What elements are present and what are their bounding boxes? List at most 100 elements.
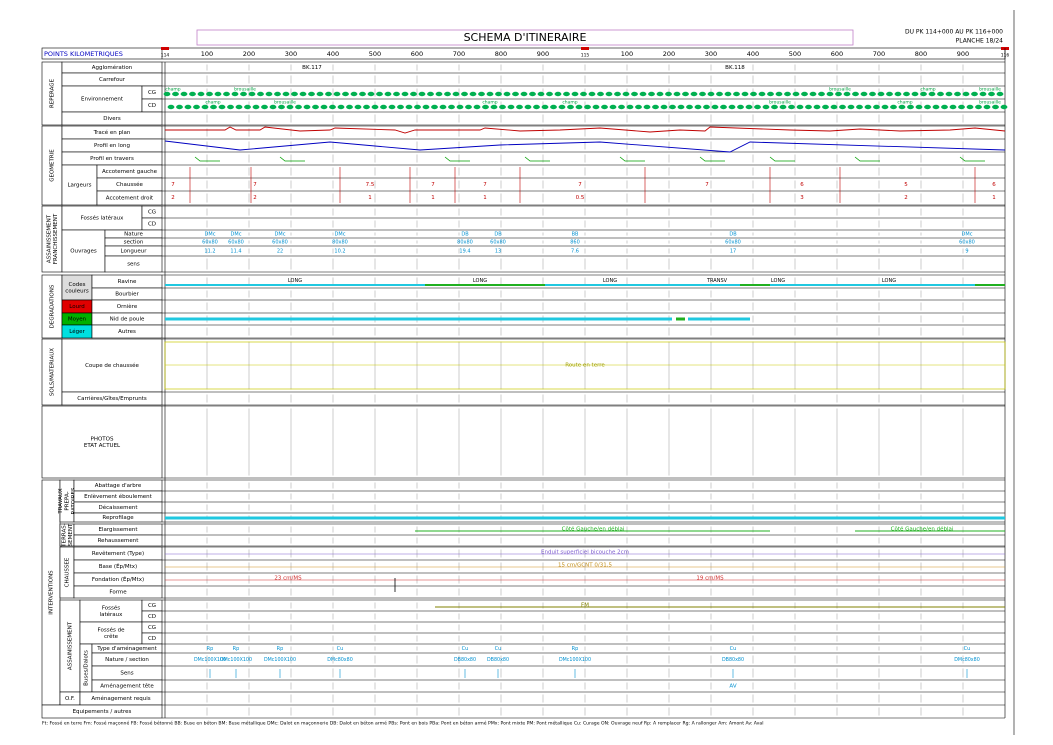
shoulder-right: 1 bbox=[431, 195, 435, 201]
vegetation-cd bbox=[550, 104, 557, 110]
vegetation-cd bbox=[371, 104, 379, 110]
vegetation-cg bbox=[699, 91, 706, 97]
vegetation-cg bbox=[206, 91, 213, 97]
row-label: Equipements / autres bbox=[73, 709, 132, 715]
row-label: Fossés latéraux bbox=[81, 215, 125, 222]
culvert-type: DB80x80 bbox=[487, 657, 509, 663]
vegetation-cd bbox=[958, 104, 965, 110]
carriageway-width: 6 bbox=[800, 182, 804, 188]
group-title: CHAUSSEE bbox=[65, 557, 71, 587]
vegetation-cg bbox=[758, 91, 766, 97]
km-header bbox=[41, 47, 1006, 60]
environment-cd: champ bbox=[205, 100, 220, 106]
vegetation-cd bbox=[261, 104, 268, 110]
vegetation-cg bbox=[231, 91, 239, 97]
vegetation-cg bbox=[605, 91, 613, 97]
vegetation-cg bbox=[308, 91, 315, 97]
abbreviation-legend: Ft: Fossé en terre Fm: Fossé maçonné FB:… bbox=[42, 720, 764, 727]
structure-length: 11.4 bbox=[230, 249, 241, 255]
group-title: SEMENT bbox=[68, 523, 74, 546]
structure-section: 60x80 bbox=[202, 240, 218, 246]
vegetation-cg bbox=[928, 91, 936, 97]
km-tick: 200 bbox=[663, 50, 675, 58]
vegetation-cg bbox=[537, 91, 545, 97]
row-label: CD bbox=[148, 614, 156, 620]
widening: Côté Gauche/en déblai bbox=[562, 526, 625, 533]
row-label: couleurs bbox=[65, 288, 89, 294]
km-tick: 800 bbox=[495, 50, 507, 58]
km-tick: 800 bbox=[915, 50, 927, 58]
vegetation-cg bbox=[444, 91, 451, 97]
shoulder-right: 0.5 bbox=[576, 195, 585, 201]
km-tick: 300 bbox=[705, 50, 717, 58]
vegetation-cd bbox=[320, 104, 328, 110]
vegetation-cd bbox=[456, 104, 464, 110]
vegetation-cg bbox=[359, 91, 366, 97]
vegetation-cd bbox=[516, 104, 523, 110]
vegetation-cd bbox=[482, 104, 489, 110]
row-label: Environnement bbox=[81, 97, 124, 103]
vegetation-cg bbox=[920, 91, 927, 97]
vegetation-cd bbox=[635, 104, 642, 110]
structure-section: 60x80 bbox=[228, 240, 244, 246]
vegetation-cd bbox=[694, 104, 702, 110]
vegetation-cd bbox=[890, 104, 897, 110]
vegetation-cd bbox=[397, 104, 404, 110]
structure-length: 17 bbox=[730, 249, 736, 255]
km-tick: 700 bbox=[873, 50, 885, 58]
km-tick: 600 bbox=[831, 50, 843, 58]
structure-section: 60x80 bbox=[959, 240, 975, 246]
row-label: Codes bbox=[69, 282, 86, 288]
environment-cg: brousaille bbox=[234, 87, 256, 93]
row-label: CD bbox=[148, 636, 156, 642]
vegetation-cd bbox=[465, 104, 472, 110]
vegetation-cd bbox=[609, 104, 617, 110]
vegetation-cd bbox=[533, 104, 540, 110]
km-tick: 100 bbox=[201, 50, 213, 58]
km-tick: 200 bbox=[243, 50, 255, 58]
pk-range: DU PK 114+000 AU PK 116+000 bbox=[905, 29, 1003, 36]
group-title: ASSAINISSEMENT bbox=[68, 621, 74, 670]
vegetation-cd bbox=[796, 104, 804, 110]
vegetation-cd bbox=[388, 104, 396, 110]
vegetation-cg bbox=[784, 91, 791, 97]
vegetation-cd bbox=[652, 104, 659, 110]
environment-cg: brousaille bbox=[829, 87, 851, 93]
vegetation-cd bbox=[167, 104, 175, 110]
carriageway-width: 7 bbox=[578, 182, 582, 188]
group-title: GEOMETRIE bbox=[50, 149, 56, 182]
structure-section: 80x80 bbox=[332, 240, 348, 246]
group-title: ASSAINISSEMENT bbox=[46, 214, 52, 263]
row-label: Type d'aménagement bbox=[96, 645, 157, 652]
vegetation-cd bbox=[346, 104, 353, 110]
vegetation-cd bbox=[822, 104, 829, 110]
label-cell bbox=[104, 255, 163, 273]
structure-nature: DMc bbox=[231, 232, 242, 238]
vegetation-cg bbox=[954, 91, 961, 97]
row-label: Agglomération bbox=[92, 64, 133, 71]
vegetation-cd bbox=[490, 104, 498, 110]
row-label: Fossés bbox=[102, 604, 120, 611]
vegetation-cg bbox=[580, 91, 587, 97]
vegetation-cg bbox=[996, 91, 1004, 97]
vegetation-cg bbox=[877, 91, 885, 97]
vegetation-cd bbox=[975, 104, 982, 110]
cross-profile bbox=[619, 156, 645, 162]
vegetation-cd bbox=[431, 104, 438, 110]
culvert-type: DMc100X100 bbox=[220, 657, 252, 663]
row-label: Coupe de chaussée bbox=[85, 362, 139, 369]
carriageway-width: 7.5 bbox=[366, 182, 375, 188]
km-tick: 500 bbox=[789, 50, 801, 58]
vegetation-cd bbox=[720, 104, 727, 110]
row-label: Ouvrages bbox=[70, 249, 97, 255]
vegetation-cg bbox=[197, 91, 205, 97]
pk-marker: 115 bbox=[581, 53, 590, 59]
cross-profile bbox=[279, 156, 305, 162]
vegetation-cd bbox=[601, 104, 608, 110]
structure-section: 60x80 bbox=[272, 240, 288, 246]
group-title: DEGRADATIONS bbox=[50, 284, 56, 328]
vegetation-cg bbox=[240, 91, 247, 97]
row-label: PHOTOS bbox=[91, 436, 114, 442]
row-label: Accotement droit bbox=[106, 196, 154, 202]
row-label: Base (Ép/Mtx) bbox=[99, 562, 137, 570]
